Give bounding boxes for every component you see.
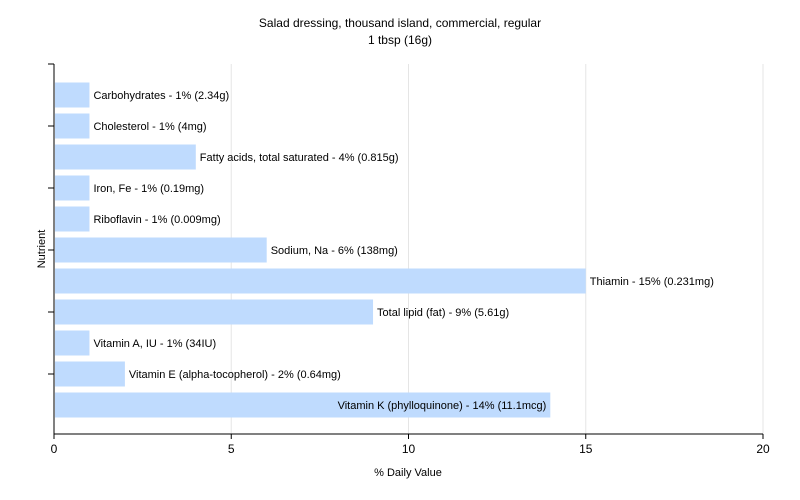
x-tick-label: 5 xyxy=(228,442,235,456)
bar-label: Vitamin A, IU - 1% (34IU) xyxy=(93,338,216,350)
bar xyxy=(55,361,125,387)
x-tick-label: 0 xyxy=(51,442,58,456)
bar-label: Cholesterol - 1% (4mg) xyxy=(93,121,206,133)
bar-label: Thiamin - 15% (0.231mg) xyxy=(590,276,714,288)
y-axis-label: Nutrient xyxy=(36,230,48,269)
bar xyxy=(55,299,374,325)
bar xyxy=(55,175,90,201)
x-axis-label: % Daily Value xyxy=(374,467,442,479)
bar xyxy=(55,82,90,108)
bar-label: Carbohydrates - 1% (2.34g) xyxy=(93,90,229,102)
bar-label: Vitamin E (alpha-tocopherol) - 2% (0.64m… xyxy=(129,369,341,381)
bar xyxy=(55,144,196,170)
x-tick-label: 10 xyxy=(402,442,416,456)
bar xyxy=(55,330,90,356)
bar xyxy=(55,206,90,232)
bar-label: Iron, Fe - 1% (0.19mg) xyxy=(93,183,204,195)
bar xyxy=(55,392,551,418)
bar xyxy=(55,268,586,294)
bar xyxy=(55,237,267,263)
bars: Carbohydrates - 1% (2.34g) Cholesterol - … xyxy=(55,82,714,418)
bar-label: Riboflavin - 1% (0.009mg) xyxy=(93,214,220,226)
x-tick-label: 20 xyxy=(756,442,770,456)
bar-label: Vitamin K (phylloquinone) - 14% (11.1mcg… xyxy=(338,400,547,412)
chart-subtitle: 1 tbsp (16g) xyxy=(368,33,432,47)
bar xyxy=(55,113,90,139)
x-tick-label: 15 xyxy=(579,442,593,456)
bar-label: Total lipid (fat) - 9% (5.61g) xyxy=(377,307,509,319)
axes: 0 5 10 15 20 xyxy=(48,63,770,456)
bar-label: Sodium, Na - 6% (138mg) xyxy=(271,245,398,257)
chart-title: Salad dressing, thousand island, commerc… xyxy=(259,16,541,30)
bar-label: Fatty acids, total saturated - 4% (0.815… xyxy=(200,152,399,164)
